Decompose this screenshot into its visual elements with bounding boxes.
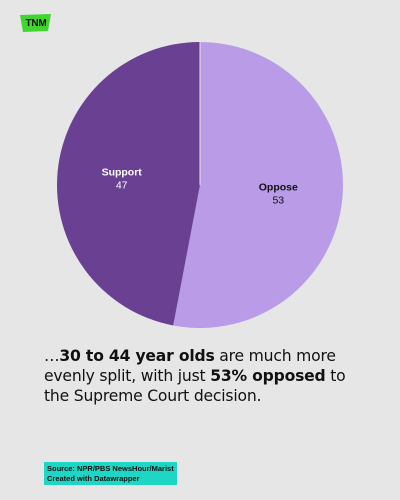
pie-slice-oppose: [173, 42, 343, 328]
headline-part-2: are much more evenly split, with just: [44, 347, 336, 385]
headline-text: …30 to 44 year olds are much more evenly…: [44, 346, 374, 406]
logo-badge-shape: [20, 14, 51, 32]
source-badge: Source: NPR/PBS NewsHour/Marist Created …: [44, 462, 177, 485]
headline-part-1: …: [44, 347, 60, 365]
headline-part-3: to the Supreme Court decision.: [44, 367, 346, 405]
headline-bold-1: 30 to 44 year olds: [59, 347, 215, 365]
logo-text: TNM: [25, 17, 47, 29]
slice-label-support: Support: [102, 167, 143, 179]
source-line: Source: NPR/PBS NewsHour/Marist: [47, 464, 174, 473]
pie-slice-support: [56, 41, 200, 326]
slice-label-oppose: Oppose: [259, 181, 298, 193]
slice-value-oppose: 53: [272, 194, 284, 206]
tnm-logo: TNM: [20, 14, 52, 32]
credit-line: Created with Datawrapper: [47, 473, 140, 483]
headline-bold-2: 53% opposed: [210, 367, 326, 385]
slice-value-support: 47: [116, 180, 128, 192]
